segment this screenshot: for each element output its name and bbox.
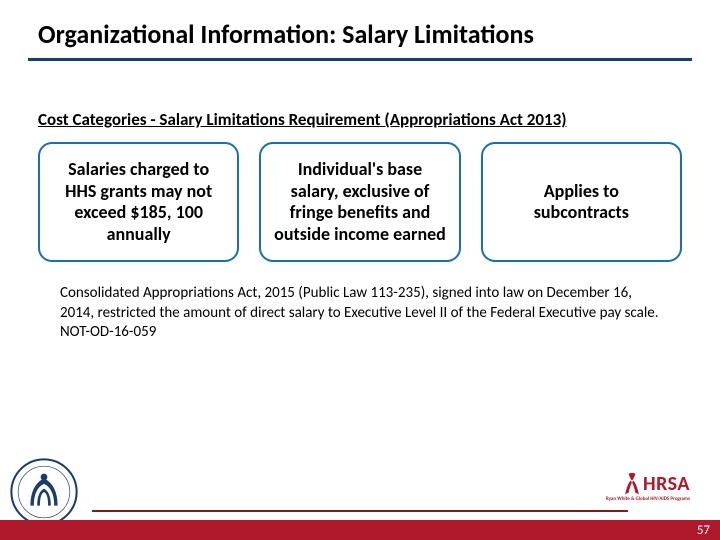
page-number-bar: 57	[0, 520, 720, 540]
page-number: 57	[697, 523, 710, 538]
hrsa-logo-icon: HRSA Ryan White & Global HIV/AIDS Progra…	[580, 472, 690, 506]
info-box: Applies to subcontracts	[481, 142, 682, 262]
ribbon-icon	[623, 472, 641, 496]
slide-title: Organizational Information: Salary Limit…	[0, 18, 720, 58]
info-box-text: Salaries charged to HHS grants may not e…	[52, 159, 225, 245]
info-box: Individual's base salary, exclusive of f…	[259, 142, 460, 262]
info-box-text: Individual's base salary, exclusive of f…	[273, 159, 446, 245]
info-box-text: Applies to subcontracts	[495, 181, 668, 224]
hrsa-text: HRSA	[643, 472, 690, 496]
info-boxes: Salaries charged to HHS grants may not e…	[0, 130, 720, 262]
hhs-seal-icon	[10, 458, 78, 526]
footer: HRSA Ryan White & Global HIV/AIDS Progra…	[0, 444, 720, 540]
footer-rule	[92, 510, 628, 512]
body-paragraph: Consolidated Appropriations Act, 2015 (P…	[0, 262, 720, 343]
info-box: Salaries charged to HHS grants may not e…	[38, 142, 239, 262]
hrsa-subtext: Ryan White & Global HIV/AIDS Programs	[606, 496, 690, 502]
subtitle: Cost Categories - Salary Limitations Req…	[0, 61, 720, 130]
slide: Organizational Information: Salary Limit…	[0, 0, 720, 540]
